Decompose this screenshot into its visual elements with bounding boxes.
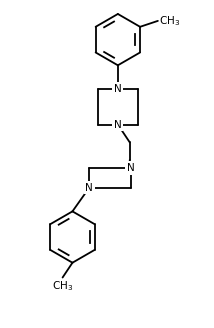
- Text: N: N: [114, 84, 122, 94]
- Text: CH$_3$: CH$_3$: [52, 279, 73, 293]
- Text: N: N: [114, 119, 122, 130]
- Text: N: N: [127, 163, 135, 173]
- Text: CH$_3$: CH$_3$: [159, 14, 180, 28]
- Text: N: N: [85, 183, 93, 193]
